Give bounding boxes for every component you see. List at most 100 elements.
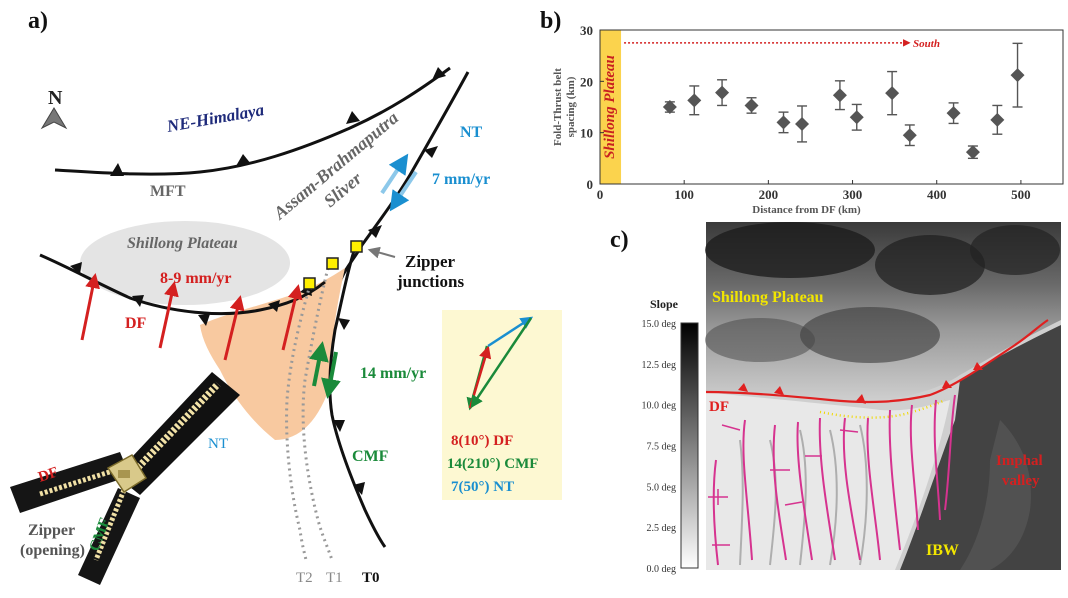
zipper-illustration: DF NT CMF — [10, 372, 240, 585]
y-axis-label: Fold-Thrust belt — [552, 68, 564, 146]
north-arrow-icon: N — [40, 87, 68, 130]
band-label: Shillong Plateau — [602, 55, 618, 159]
panel-b-label: b) — [540, 8, 561, 34]
slope-tick-label: 15.0 deg — [642, 319, 676, 330]
data-point-11 — [946, 106, 961, 121]
t0-label: T0 — [362, 570, 380, 586]
t2-label: T2 — [296, 570, 313, 586]
slope-title: Slope — [650, 297, 679, 311]
south-label: South — [913, 38, 940, 50]
zipper-nt-label: NT — [208, 436, 228, 452]
data-point-14 — [1010, 68, 1025, 83]
slope-map: Shillong Plateau DF Imphal valley IBW — [705, 222, 1061, 570]
cmf-teeth — [333, 318, 365, 495]
c-df-fault-line — [705, 319, 1049, 404]
slope-tick-label: 5.0 deg — [647, 482, 676, 493]
data-point-5 — [776, 115, 791, 130]
vector-cmf-long — [470, 317, 533, 409]
data-point-7 — [832, 88, 847, 103]
shillong-band — [600, 30, 622, 184]
nt-teeth — [368, 146, 438, 238]
c-imphal-label-1: Imphal — [996, 453, 1043, 469]
vector-df-label: 8(10°) DF — [451, 433, 513, 449]
c-shillong-label: Shillong Plateau — [712, 289, 824, 306]
mft-teeth — [110, 67, 446, 176]
data-point-8 — [849, 110, 864, 125]
junction-3 — [303, 277, 316, 290]
data-point-4 — [744, 98, 759, 113]
fold-arrow-marks — [708, 424, 859, 546]
slope-tick-label: 10.0 deg — [642, 401, 676, 412]
df-rate-label: 8-9 mm/yr — [160, 270, 232, 287]
df-arrow-2 — [158, 281, 179, 349]
t1-label: T1 — [326, 570, 343, 586]
junction-pointer — [367, 246, 396, 259]
df-arrow-1 — [80, 273, 100, 341]
plot-frame — [599, 29, 1064, 185]
x-tick-label: 100 — [674, 187, 694, 202]
panel-a-label: a) — [28, 8, 48, 34]
panel-c-label: c) — [610, 227, 629, 253]
nt-arrow-down — [389, 170, 418, 212]
zipper-junctions-label-1: Zipper — [405, 252, 456, 271]
cmf-rate-label: 14 mm/yr — [360, 365, 426, 382]
y-tick-label: 20 — [580, 74, 593, 89]
cmf-fault-line — [328, 247, 387, 548]
zipper-df-label: DF — [36, 464, 60, 485]
cmf-arrow-down — [321, 351, 341, 399]
vector-nt-label: 7(50°) NT — [451, 479, 514, 495]
junction-1 — [350, 240, 363, 253]
ne-himalaya-label: NE-Himalaya — [164, 100, 265, 136]
y-tick-label: 10 — [580, 126, 593, 141]
north-label: N — [48, 87, 63, 109]
x-tick-label: 0 — [597, 187, 604, 202]
x-axis-label: Distance from DF (km) — [752, 204, 861, 216]
data-point-10 — [902, 128, 917, 143]
fold-axes — [712, 394, 956, 566]
data-point-2 — [687, 93, 702, 108]
zipper-junctions-label-2: junctions — [396, 272, 464, 291]
zipper-opening-label-1: Zipper — [28, 522, 75, 539]
slope-colorbar — [680, 322, 699, 569]
mft-label: MFT — [150, 183, 186, 200]
data-point-3 — [715, 85, 730, 100]
shillong-label: Shillong Plateau — [127, 235, 238, 252]
panel-a: a) N NE-Himalaya MFT Assam-Brahmaputra S… — [10, 8, 562, 586]
df-arrow-4 — [281, 284, 303, 351]
cmf-arrow-up — [309, 341, 329, 387]
x-tick-label: 300 — [843, 187, 863, 202]
spacing-chart: Shillong Plateau South 0 100 200 300 400 500 0 10… — [552, 23, 1064, 216]
slope-tick-label: 2.5 deg — [647, 523, 676, 534]
slope-tick-label: 0.0 deg — [647, 564, 676, 575]
y-tick-label: 30 — [580, 23, 593, 38]
data-point-6 — [795, 116, 810, 131]
zipper-opening-label-2: (opening) — [20, 542, 85, 559]
slope-tick-labels: 15.0 deg 12.5 deg 10.0 deg 7.5 deg 5.0 deg 2.… — [642, 319, 676, 575]
x-tick-label: 200 — [759, 187, 779, 202]
y-axis-label-2: spacing (km) — [565, 76, 577, 137]
slope-tick-label: 12.5 deg — [642, 360, 676, 371]
df-motion-arrows — [80, 273, 303, 361]
vector-nt — [487, 316, 534, 348]
data-point-1 — [662, 100, 677, 114]
data-point-13 — [990, 112, 1005, 127]
nt-label: NT — [460, 124, 483, 141]
y-tick-label: 0 — [587, 177, 594, 192]
vector-triangle-box: 8(10°) DF 14(210°) CMF 7(50°) NT — [442, 310, 562, 500]
df-fault-line — [39, 253, 326, 316]
c-ibw-label: IBW — [926, 542, 959, 559]
panel-c: c) Slope 15.0 deg 12.5 deg 10.0 deg 7.5 deg… — [610, 222, 1061, 575]
vector-cmf-label: 14(210°) CMF — [447, 456, 538, 472]
x-tick-label: 500 — [1011, 187, 1031, 202]
x-tick-label: 400 — [927, 187, 947, 202]
c-df-label: DF — [709, 399, 729, 415]
slope-tick-label: 7.5 deg — [647, 442, 676, 453]
data-point-9 — [885, 86, 900, 101]
shillong-plateau-area — [80, 221, 290, 305]
t1-trace — [301, 267, 334, 561]
df-label: DF — [125, 315, 147, 332]
data-point-12 — [965, 145, 980, 160]
df-arrow-3 — [223, 295, 245, 361]
